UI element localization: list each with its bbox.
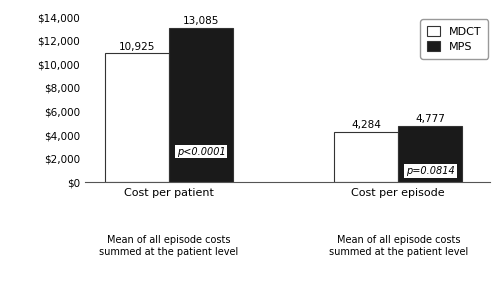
Text: Mean of all episode costs
summed at the patient level: Mean of all episode costs summed at the … bbox=[100, 235, 238, 257]
Bar bbox=[334, 132, 398, 182]
Legend: MDCT, MPS: MDCT, MPS bbox=[420, 19, 488, 59]
Text: 4,284: 4,284 bbox=[352, 120, 381, 130]
Bar bbox=[169, 28, 233, 182]
Bar bbox=[398, 126, 462, 182]
Text: 4,777: 4,777 bbox=[416, 114, 446, 124]
Text: 13,085: 13,085 bbox=[183, 16, 220, 26]
Bar bbox=[105, 53, 169, 182]
Text: Mean of all episode costs
summed at the patient level: Mean of all episode costs summed at the … bbox=[328, 235, 468, 257]
Text: p=0.0814: p=0.0814 bbox=[406, 166, 455, 176]
Text: p<0.0001: p<0.0001 bbox=[177, 146, 226, 156]
Text: 10,925: 10,925 bbox=[119, 42, 155, 52]
